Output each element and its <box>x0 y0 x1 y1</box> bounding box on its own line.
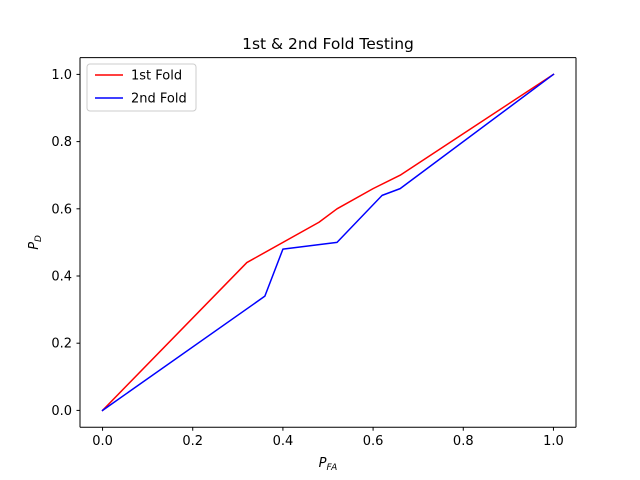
x-tick-label: 0.0 <box>92 434 113 449</box>
legend: 1st Fold 2nd Fold <box>86 63 197 112</box>
y-tick-label: 0.4 <box>51 270 72 285</box>
y-axis-label-sub: D <box>34 235 44 242</box>
x-tick-label: 0.8 <box>453 434 474 449</box>
x-axis-label-main: P <box>319 456 327 471</box>
chart-title: 1st & 2nd Fold Testing <box>242 35 414 53</box>
y-axis-label: PD <box>27 235 44 250</box>
y-tick-label: 0.8 <box>51 135 72 150</box>
axes-frame <box>79 57 577 428</box>
y-tick-label: 0.0 <box>51 404 72 419</box>
y-tick-label: 1.0 <box>51 68 72 83</box>
x-tick-label: 0.4 <box>273 434 294 449</box>
y-tick-label: 0.6 <box>51 202 72 217</box>
series-line-2nd-fold <box>101 73 555 412</box>
legend-label-1st-fold: 1st Fold <box>131 69 182 84</box>
y-axis-ticks: 0.0 0.2 0.4 0.6 0.8 1.0 <box>51 68 80 419</box>
x-tick-label: 1.0 <box>543 434 564 449</box>
x-axis-ticks: 0.0 0.2 0.4 0.6 0.8 1.0 <box>92 427 564 449</box>
x-axis-label: PFA <box>319 456 338 473</box>
x-tick-label: 0.6 <box>363 434 384 449</box>
y-tick-label: 0.2 <box>51 337 72 352</box>
x-axis-label-sub: FA <box>327 463 338 473</box>
x-tick-label: 0.2 <box>182 434 203 449</box>
y-axis-label-main: P <box>27 242 42 250</box>
series-line-1st-fold <box>101 73 555 412</box>
series-layer <box>101 73 555 412</box>
legend-label-2nd-fold: 2nd Fold <box>131 92 187 107</box>
